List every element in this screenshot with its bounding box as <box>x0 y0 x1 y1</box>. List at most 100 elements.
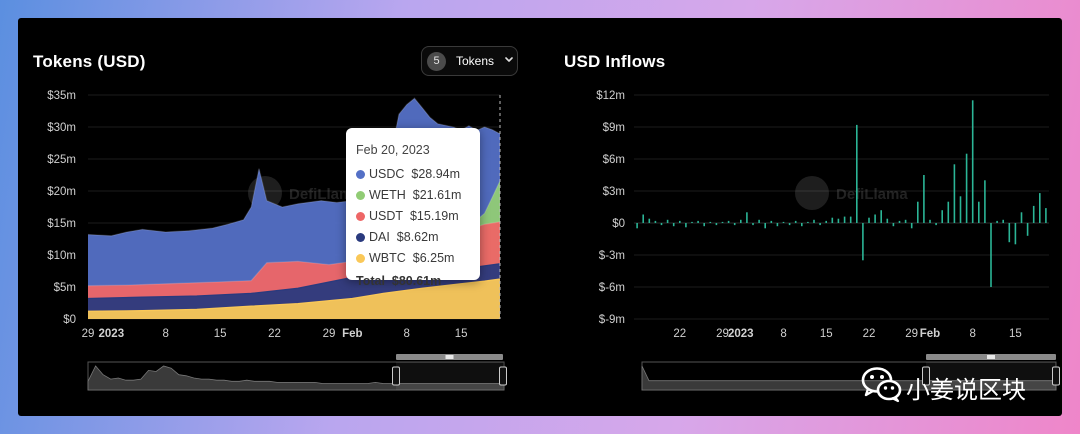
inflow-bar[interactable] <box>685 223 687 228</box>
inflow-bar[interactable] <box>770 220 773 223</box>
navigator-right-handle[interactable] <box>1052 366 1060 386</box>
inflow-bar[interactable] <box>959 196 962 223</box>
inflow-bar[interactable] <box>660 223 663 226</box>
inflow-bar[interactable] <box>1020 212 1023 223</box>
usd-inflows-panel: $-9m $-6m $-3m $0 $3m $6m $9m $12m DefiLlama 22 29… <box>546 18 1062 416</box>
series-dot-dai <box>356 232 365 242</box>
left-range-navigator[interactable] <box>87 354 507 391</box>
inflow-bar[interactable] <box>648 218 651 223</box>
inflow-bar[interactable] <box>898 220 901 223</box>
inflow-bar[interactable] <box>1045 208 1047 223</box>
inflow-bar[interactable] <box>794 220 797 223</box>
inflow-bar[interactable] <box>679 220 681 223</box>
inflow-bar[interactable] <box>917 201 919 223</box>
inflow-bar[interactable] <box>880 210 882 223</box>
inflow-bar[interactable] <box>892 223 895 227</box>
inflow-bar[interactable] <box>721 221 724 223</box>
navigator-grip-icon[interactable] <box>445 355 454 359</box>
inflow-bar[interactable] <box>727 220 730 223</box>
inflow-bar[interactable] <box>733 223 736 226</box>
inflow-bar[interactable] <box>746 212 748 223</box>
inflow-bar[interactable] <box>752 223 754 226</box>
tooltip-date: Feb 20, 2023 <box>356 143 430 157</box>
navigator-left-handle[interactable] <box>392 366 400 386</box>
inflow-bar[interactable] <box>813 219 815 223</box>
inflow-bar[interactable] <box>904 219 907 223</box>
inflow-bar[interactable] <box>971 100 974 223</box>
inflow-bar[interactable] <box>715 223 718 226</box>
inflow-bar[interactable] <box>929 219 931 223</box>
inflow-bar[interactable] <box>642 214 644 224</box>
inflow-bar[interactable] <box>1002 219 1004 223</box>
inflow-bar[interactable] <box>654 220 657 223</box>
inflow-bar[interactable] <box>868 217 870 223</box>
y-tick-label: $0 <box>63 314 76 326</box>
inflow-bar[interactable] <box>825 220 827 223</box>
inflow-bar[interactable] <box>666 219 669 223</box>
inflow-bar[interactable] <box>874 214 876 224</box>
usd-inflows-chart[interactable]: $-9m $-6m $-3m $0 $3m $6m $9m $12m DefiLlama 22 29… <box>546 18 1062 416</box>
tokens-usd-panel: $0 $5m $10m $15m $20m $25m $30m $35m DefiLlama 29… <box>18 18 538 416</box>
inflow-bar[interactable] <box>1032 205 1035 223</box>
navigator-grip-icon[interactable] <box>987 355 995 359</box>
x-tick-label: 15 <box>1009 328 1022 340</box>
tokens-dropdown-button[interactable]: 5 Tokens <box>421 46 518 76</box>
inflow-bar[interactable] <box>990 223 992 287</box>
inflow-bar[interactable] <box>764 223 766 229</box>
x-tick-label: 15 <box>455 328 468 340</box>
inflow-bar[interactable] <box>819 223 821 226</box>
inflow-bar[interactable] <box>709 221 712 223</box>
inflow-bar[interactable] <box>984 180 986 223</box>
inflow-bar[interactable] <box>1008 223 1011 243</box>
y-tick-label: $-3m <box>599 250 625 262</box>
inflow-bar[interactable] <box>807 221 809 223</box>
tooltip-row-name: WBTC <box>369 251 406 265</box>
right-range-navigator[interactable] <box>641 354 1060 391</box>
inflow-bar[interactable] <box>843 216 846 223</box>
inflow-bar[interactable] <box>837 218 840 223</box>
inflow-bar[interactable] <box>1014 223 1017 245</box>
inflow-bar[interactable] <box>978 201 980 223</box>
inflow-bar[interactable] <box>923 175 925 223</box>
inflow-bar[interactable] <box>910 223 913 229</box>
inflow-bar[interactable] <box>636 223 638 229</box>
defillama-watermark-text: DefiLlama <box>289 186 361 203</box>
inflow-bar[interactable] <box>740 219 742 223</box>
inflow-bar[interactable] <box>776 223 779 227</box>
defillama-watermark-text: DefiLlama <box>836 186 908 203</box>
tokens-dropdown-label: Tokens <box>456 54 495 68</box>
inflow-bar[interactable] <box>965 153 968 223</box>
inflow-bar[interactable] <box>831 217 834 223</box>
inflow-bar[interactable] <box>886 218 889 223</box>
area-series-wbtc[interactable] <box>88 279 500 319</box>
inflow-bar[interactable] <box>947 201 950 223</box>
inflow-bar[interactable] <box>1039 193 1041 223</box>
tooltip-total-value: $80.61m <box>391 274 442 288</box>
inflow-bar[interactable] <box>703 223 705 227</box>
inflow-bar[interactable] <box>672 223 675 227</box>
inflow-bar[interactable] <box>935 223 937 226</box>
tooltip-row-value: $8.62m <box>396 230 439 244</box>
x-tick-label: 8 <box>404 328 410 340</box>
inflow-bar[interactable] <box>862 223 864 261</box>
inflow-bar[interactable] <box>849 216 852 223</box>
x-tick-label: 8 <box>780 328 786 340</box>
x-tick-label: 29 <box>716 328 729 340</box>
inflow-bar[interactable] <box>697 220 699 223</box>
inflow-bar[interactable] <box>1026 223 1029 236</box>
inflow-bar[interactable] <box>953 164 956 223</box>
inflow-bar[interactable] <box>758 219 760 223</box>
x-tick-label: 15 <box>214 328 227 340</box>
tooltip-row: WETH $21.61m <box>356 187 461 203</box>
inflow-bar[interactable] <box>691 221 693 223</box>
inflow-bar[interactable] <box>782 221 785 223</box>
tooltip-row-value: $28.94m <box>411 167 461 181</box>
inflow-bar[interactable] <box>996 220 998 223</box>
inflow-bar[interactable] <box>788 223 791 226</box>
inflow-bar[interactable] <box>941 210 943 223</box>
x-tick-label: 2023 <box>728 328 754 340</box>
inflow-bar[interactable] <box>801 223 803 227</box>
navigator-right-handle[interactable] <box>499 366 507 386</box>
inflow-bar[interactable] <box>856 124 858 223</box>
navigator-left-handle[interactable] <box>922 366 930 386</box>
